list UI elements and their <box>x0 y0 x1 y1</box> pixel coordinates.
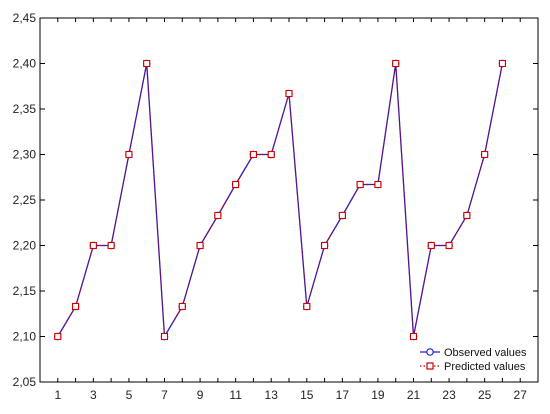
predicted-point <box>338 211 346 220</box>
x-tick-label: 19 <box>371 388 385 402</box>
predicted-point <box>267 150 275 159</box>
y-axis: 2,05 2,10 2,15 2,20 2,25 2,30 2,35 2,40 2,45 <box>13 11 538 389</box>
y-tick-label: 2,35 <box>13 102 37 116</box>
legend-marker-observed <box>426 348 434 356</box>
legend-box <box>418 343 534 373</box>
predicted-point <box>214 211 222 220</box>
y-tick-label: 2,25 <box>13 193 37 207</box>
series-line-predicted <box>57 63 503 339</box>
predicted-point <box>143 59 151 68</box>
predicted-point <box>445 241 453 250</box>
x-tick-label: 17 <box>336 388 350 402</box>
x-tick-label: 11 <box>229 388 242 402</box>
x-tick-label: 9 <box>197 388 204 402</box>
x-tick-label: 25 <box>478 388 492 402</box>
predicted-point <box>303 302 311 311</box>
predicted-point <box>427 241 435 250</box>
predicted-point <box>89 241 97 250</box>
predicted-point <box>178 302 186 311</box>
legend: Observed values Predicted values <box>418 343 534 373</box>
legend-marker-predicted <box>426 362 434 370</box>
x-tick-label: 23 <box>442 388 456 402</box>
predicted-point <box>498 59 506 68</box>
y-tick-label: 2,40 <box>13 57 37 71</box>
predicted-point <box>125 150 133 159</box>
x-tick-label: 13 <box>265 388 279 402</box>
x-tick-label: 27 <box>514 388 528 402</box>
plot-area <box>39 17 539 383</box>
predicted-point <box>374 180 382 189</box>
predicted-point <box>409 332 418 341</box>
x-tick-label: 3 <box>90 388 97 402</box>
predicted-point <box>232 180 240 189</box>
legend-label-predicted: Predicted values <box>444 361 526 373</box>
predicted-point <box>72 302 80 311</box>
x-tick-label: 1 <box>54 388 61 402</box>
y-tick-label: 2,15 <box>13 284 37 298</box>
y-tick-label: 2,05 <box>13 375 37 389</box>
predicted-point <box>54 332 62 341</box>
x-tick-label: 7 <box>161 388 168 402</box>
legend-label-observed: Observed values <box>444 347 527 359</box>
y-tick-label: 2,10 <box>13 330 37 344</box>
predicted-point <box>392 59 400 68</box>
predicted-point <box>196 241 204 250</box>
series-layer <box>54 59 507 341</box>
predicted-point <box>321 241 329 250</box>
predicted-point <box>481 150 489 159</box>
predicted-point <box>160 332 169 341</box>
predicted-point <box>463 211 471 220</box>
y-tick-label: 2,30 <box>13 148 37 162</box>
predicted-point <box>356 180 364 189</box>
x-tick-label: 5 <box>126 388 133 402</box>
predicted-point <box>107 241 115 250</box>
x-axis: 1 3 5 7 9 11 13 15 17 19 21 23 25 27 <box>54 18 527 402</box>
y-tick-label: 2,45 <box>13 11 37 25</box>
predicted-point <box>249 150 257 159</box>
predicted-point <box>285 89 293 98</box>
y-tick-label: 2,20 <box>13 239 37 253</box>
x-tick-label: 15 <box>300 388 314 402</box>
x-tick-label: 21 <box>407 388 421 402</box>
